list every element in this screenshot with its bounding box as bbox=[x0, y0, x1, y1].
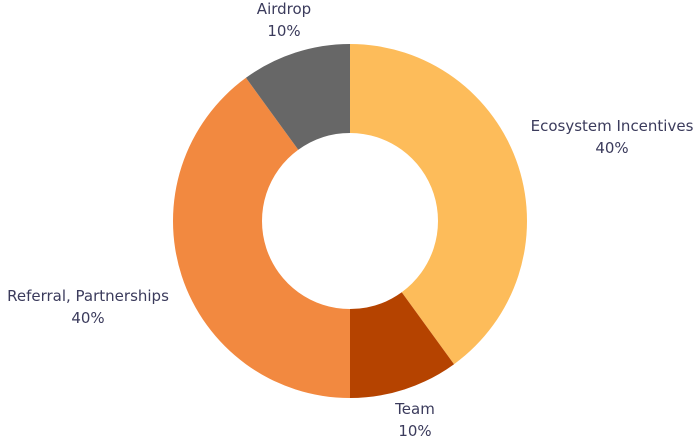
slice-referral-partnerships bbox=[173, 77, 350, 399]
slice-value-airdrop: 10% bbox=[267, 22, 301, 40]
slice-label-ecosystem-incentives: Ecosystem Incentives 40% bbox=[531, 115, 694, 159]
slice-team bbox=[350, 292, 455, 398]
slice-name-airdrop: Airdrop bbox=[256, 0, 312, 18]
slice-name-ecosystem-incentives: Ecosystem Incentives bbox=[530, 117, 694, 135]
slice-name-team: Team bbox=[395, 400, 435, 418]
slice-value-referral-partnerships: 40% bbox=[71, 309, 105, 327]
slice-value-team: 10% bbox=[398, 422, 432, 440]
slice-airdrop bbox=[245, 44, 350, 150]
slice-ecosystem-incentives bbox=[350, 44, 527, 365]
slice-value-ecosystem-incentives: 40% bbox=[595, 139, 629, 157]
slice-label-team: Team 10% bbox=[395, 398, 435, 442]
slice-label-airdrop: Airdrop 10% bbox=[257, 0, 311, 42]
slice-name-referral-partnerships: Referral, Partnerships bbox=[7, 287, 169, 305]
slice-label-referral-partnerships: Referral, Partnerships 40% bbox=[7, 285, 169, 329]
